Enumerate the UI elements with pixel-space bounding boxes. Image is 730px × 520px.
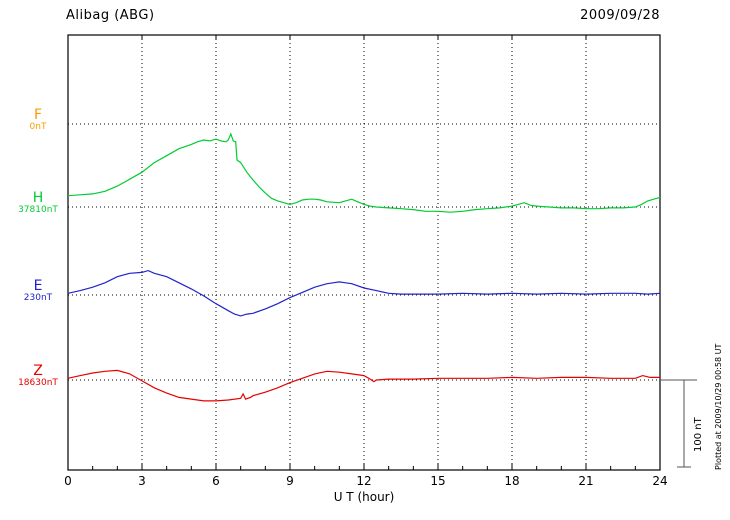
- trace-base-value-Z: 18630nT: [18, 378, 58, 388]
- trace-letter-F: F: [33, 107, 43, 123]
- station-title: Alibag (ABG): [66, 8, 155, 23]
- x-tick-label: 0: [64, 474, 72, 488]
- plotted-at-note: Plotted at 2009/10/29 00:58 UT: [714, 343, 723, 470]
- trace-label-H: H 37810nT: [12, 191, 64, 215]
- trace-letter-E: E: [33, 278, 43, 294]
- trace-label-E: E 230nT: [12, 279, 64, 303]
- scale-bar-label: 100 nT: [693, 417, 704, 452]
- x-tick-label: 3: [138, 474, 146, 488]
- trace-label-F: F 0nT: [12, 108, 64, 132]
- trace-letter-H: H: [32, 190, 44, 206]
- x-tick-label: 6: [212, 474, 220, 488]
- x-tick-label: 24: [652, 474, 668, 488]
- trace-label-Z: Z 18630nT: [12, 364, 64, 388]
- x-tick-label: 15: [430, 474, 446, 488]
- x-tick-label: 21: [578, 474, 594, 488]
- plot-frame: [67, 34, 661, 471]
- x-axis-label: U T (hour): [333, 490, 395, 504]
- x-tick-label: 9: [286, 474, 294, 488]
- x-tick-label: 18: [504, 474, 520, 488]
- trace-letter-Z: Z: [33, 363, 43, 379]
- trace-base-value-F: 0nT: [29, 122, 47, 132]
- x-tick-label: 12: [356, 474, 372, 488]
- trace-base-value-H: 37810nT: [18, 205, 58, 215]
- plot-date: 2009/09/28: [580, 8, 660, 23]
- trace-H: [67, 132, 661, 213]
- trace-E: [67, 269, 661, 317]
- trace-base-value-E: 230nT: [23, 293, 53, 303]
- trace-Z: [67, 369, 660, 402]
